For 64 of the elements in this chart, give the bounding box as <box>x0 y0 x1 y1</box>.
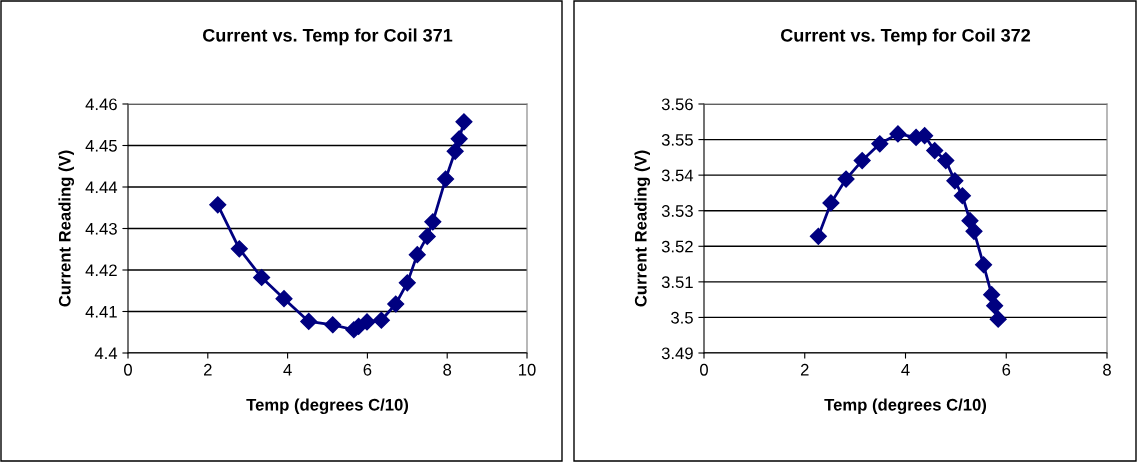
x-tick-label: 6 <box>363 363 372 376</box>
point <box>822 194 840 212</box>
point <box>230 240 248 258</box>
point <box>953 187 971 205</box>
y-tick-label: 3.52 <box>661 240 693 253</box>
y-tick-label: 4.42 <box>85 264 117 277</box>
point <box>975 256 993 274</box>
x-tick-label: 2 <box>800 363 809 376</box>
point <box>809 227 827 245</box>
point <box>450 130 468 148</box>
y-axis-title: Current Reading (V) <box>58 150 75 307</box>
point <box>300 312 318 331</box>
y-tick-label: 3.55 <box>661 133 693 146</box>
y-tick-label: 3.56 <box>661 98 693 111</box>
x-tick-label: 6 <box>1002 363 1011 376</box>
point <box>961 212 979 230</box>
point <box>387 295 405 313</box>
y-tick-label: 3.54 <box>661 169 694 182</box>
point <box>437 170 455 188</box>
point <box>837 170 855 188</box>
point <box>372 311 390 329</box>
x-axis-title: Temp (degrees C/10) <box>824 398 987 415</box>
point <box>209 196 227 214</box>
y-tick-label: 3.49 <box>661 347 693 360</box>
point <box>424 213 442 231</box>
point <box>418 227 436 245</box>
chart-title: Current vs. Temp for Coil 371 <box>203 28 453 46</box>
point <box>275 290 293 308</box>
y-tick-label: 3.53 <box>661 205 693 217</box>
x-axis-title: Temp (degrees C/10) <box>246 398 409 415</box>
point <box>853 152 871 170</box>
chart-title: Current vs. Temp for Coil 372 <box>781 28 1031 46</box>
point <box>446 142 464 160</box>
x-tick-label: 4 <box>901 364 910 376</box>
y-tick-label: 3.5 <box>671 311 693 324</box>
point <box>889 125 907 143</box>
point <box>398 274 416 292</box>
point <box>455 113 473 131</box>
y-tick-label: 3.51 <box>661 276 693 289</box>
x-tick-label: 4 <box>283 364 292 376</box>
y-tick-label: 4.4 <box>94 347 118 360</box>
y-axis-title: Current Reading (V) <box>634 150 651 307</box>
point <box>253 268 271 287</box>
x-tick-label: 0 <box>124 363 132 376</box>
point <box>986 297 1004 315</box>
point <box>408 246 426 264</box>
point <box>324 316 342 334</box>
y-tick-label: 4.41 <box>85 306 117 318</box>
x-tick-label: 0 <box>700 363 708 376</box>
y-tick-label: 4.45 <box>85 140 117 152</box>
y-tick-label: 4.43 <box>85 222 117 235</box>
point <box>937 152 955 170</box>
x-tick-label: 10 <box>519 363 536 376</box>
point <box>871 135 889 153</box>
point <box>965 222 983 240</box>
y-tick-label: 4.44 <box>85 181 118 194</box>
point <box>989 310 1007 328</box>
x-tick-label: 8 <box>443 363 452 376</box>
x-tick-label: 2 <box>204 363 212 376</box>
point <box>946 172 964 190</box>
point <box>926 142 944 160</box>
y-tick-label: 4.46 <box>85 98 117 111</box>
point <box>358 313 376 331</box>
x-tick-label: 8 <box>1103 363 1111 376</box>
